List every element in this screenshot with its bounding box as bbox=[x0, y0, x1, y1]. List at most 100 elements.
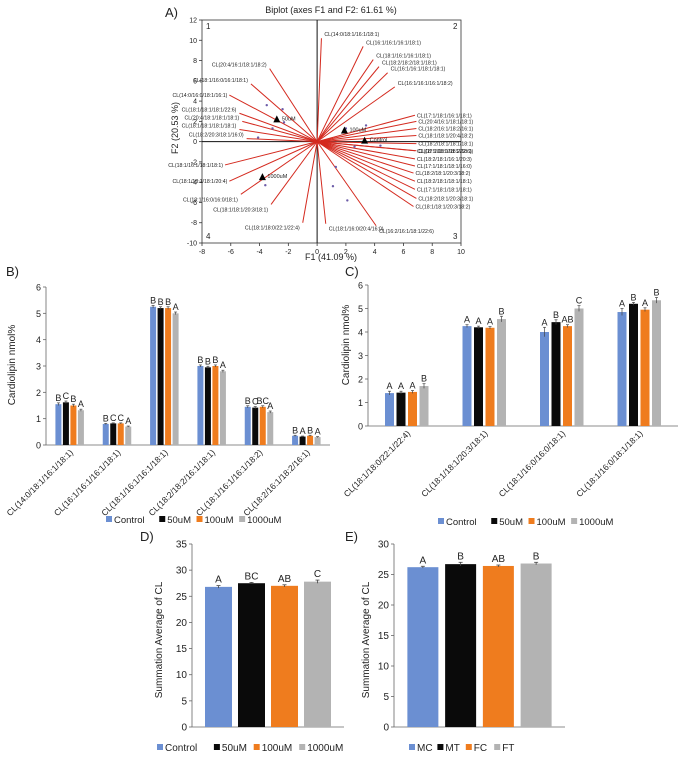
significance-letter: C bbox=[314, 569, 321, 580]
biplot-x-tick-label: -4 bbox=[256, 249, 262, 256]
vector-label: CL(18:1/18:0/22:1/22:4) bbox=[245, 226, 300, 232]
biplot-title: Biplot (axes F1 and F2: 61.61 %) bbox=[265, 5, 397, 15]
vector-label: CL(18:2/18:1/18:1/18:1) bbox=[417, 179, 472, 185]
y-tick-label: 6 bbox=[358, 281, 363, 291]
bar-control bbox=[617, 312, 627, 426]
vector-label: CL(18:2/18:1/18:1/18:1) bbox=[418, 142, 473, 148]
vector-label: CL(17:1/18:1/18:1/18:1) bbox=[417, 187, 472, 193]
significance-letter: A bbox=[642, 298, 648, 308]
loading-vector bbox=[229, 141, 318, 182]
chart-b-y-label: Cardiolipin nmol% bbox=[7, 325, 18, 406]
significance-letter: C bbox=[63, 391, 70, 401]
legend-label-fc: FC bbox=[474, 743, 487, 754]
bar-100um bbox=[70, 405, 77, 445]
vector-label: CL(16:1/16:1/16:1/18:1) bbox=[366, 40, 421, 46]
observation-label-control: Control bbox=[370, 138, 388, 144]
bar-50um bbox=[474, 327, 483, 426]
y-tick-label: 2 bbox=[36, 388, 41, 398]
legend-swatch-50um bbox=[159, 516, 166, 522]
bar-ft bbox=[520, 563, 552, 727]
vector-label: CL(16:1/16:1/18:1/18:1) bbox=[391, 67, 446, 73]
vector-label: CL(14:0/16:0/18:1/16:1) bbox=[173, 93, 228, 99]
legend-label-ft: FT bbox=[502, 743, 514, 754]
loading-vector bbox=[250, 83, 318, 143]
observation-point bbox=[331, 185, 335, 188]
bar-50um bbox=[629, 303, 638, 426]
bar-50um bbox=[204, 367, 211, 445]
observation-point bbox=[282, 121, 286, 124]
significance-letter: B bbox=[630, 292, 636, 302]
panel-label-c: C) bbox=[345, 264, 359, 279]
y-tick-label: 5 bbox=[358, 304, 363, 314]
significance-letter: A bbox=[173, 302, 179, 312]
bar-1000um bbox=[77, 410, 84, 445]
legend-label-control: Control bbox=[446, 517, 477, 528]
y-tick-label: 5 bbox=[181, 696, 187, 707]
biplot-x-tick-label: -6 bbox=[228, 249, 234, 256]
legend-label-1000um: 1000uM bbox=[247, 515, 281, 526]
y-tick-label: 10 bbox=[378, 662, 390, 673]
bar-control bbox=[540, 332, 549, 426]
loading-vector bbox=[316, 86, 396, 143]
biplot-y-tick-label: 2 bbox=[193, 119, 197, 126]
observation-point bbox=[271, 127, 274, 130]
loading-vector bbox=[316, 114, 416, 143]
bar-control bbox=[385, 393, 394, 426]
chart-c-y-label: Cardiolipin nmol% bbox=[341, 305, 352, 386]
vector-label: CL(16:1/16:1/16:1/18:2) bbox=[398, 81, 453, 87]
bar-50um bbox=[252, 407, 259, 445]
bar-1000um bbox=[219, 371, 226, 445]
legend-label-control: Control bbox=[165, 743, 197, 754]
biplot-x-tick-label: -2 bbox=[285, 249, 291, 256]
panel-label-b: B) bbox=[6, 264, 19, 279]
bar-1000um bbox=[419, 386, 429, 426]
vector-label: CL(18:1/18:1/18:1/22:6) bbox=[417, 149, 472, 155]
legend-swatch-fc bbox=[465, 744, 472, 750]
bar-100um bbox=[307, 435, 314, 445]
quadrant-label-1: 1 bbox=[206, 22, 211, 31]
y-tick-label: 15 bbox=[176, 644, 188, 655]
bar-1000um bbox=[652, 300, 661, 426]
significance-letter: B bbox=[245, 396, 251, 406]
loading-vector bbox=[317, 127, 417, 143]
significance-letter: A bbox=[541, 317, 547, 327]
loading-vector bbox=[246, 138, 318, 143]
biplot-y-tick-label: -2 bbox=[191, 159, 197, 166]
observation-marker-control bbox=[361, 136, 369, 144]
observation-point bbox=[334, 165, 338, 169]
vector-label: CL(17:1/18:1/16:1/18:1) bbox=[417, 113, 472, 119]
loading-vector bbox=[302, 141, 318, 223]
bar-1000um bbox=[267, 412, 274, 445]
bar-100um bbox=[212, 366, 219, 445]
loading-vector bbox=[316, 38, 322, 142]
y-tick-label: 4 bbox=[36, 335, 41, 345]
category-label: CL(18:1/16:0/18:1/18:1) bbox=[574, 428, 645, 499]
loading-vector bbox=[239, 112, 318, 143]
bar-control bbox=[244, 406, 251, 445]
vector-label: CL(18:1/18:1/20:3/18:2) bbox=[416, 205, 471, 211]
biplot-x-tick-label: -8 bbox=[199, 249, 205, 256]
bar-control bbox=[462, 326, 472, 426]
panel-label-a: A) bbox=[165, 5, 178, 20]
biplot-x-tick-label: 8 bbox=[430, 249, 434, 256]
loading-vector bbox=[316, 141, 414, 174]
significance-letter: B bbox=[55, 393, 61, 403]
y-tick-label: 15 bbox=[378, 631, 390, 642]
bar-100um bbox=[271, 585, 298, 727]
bar-control bbox=[205, 586, 232, 727]
observation-label-50um: 50uM bbox=[282, 116, 296, 122]
loading-vector bbox=[224, 141, 318, 166]
legend-swatch-1000um bbox=[239, 516, 246, 522]
observation-point bbox=[264, 184, 267, 187]
vector-label: CL(18:2/18:1/20:3/18:1) bbox=[418, 196, 473, 202]
vector-label: CL(18:1/16:1/18:1/18:1) bbox=[168, 163, 223, 169]
significance-letter: B bbox=[205, 356, 211, 366]
legend-swatch-50um bbox=[491, 518, 498, 524]
y-tick-label: 30 bbox=[378, 540, 390, 551]
legend-label-mc: MC bbox=[417, 743, 433, 754]
biplot-y-tick-label: -4 bbox=[191, 180, 197, 187]
legend-swatch-mt bbox=[437, 744, 444, 750]
loading-vector bbox=[316, 141, 416, 167]
